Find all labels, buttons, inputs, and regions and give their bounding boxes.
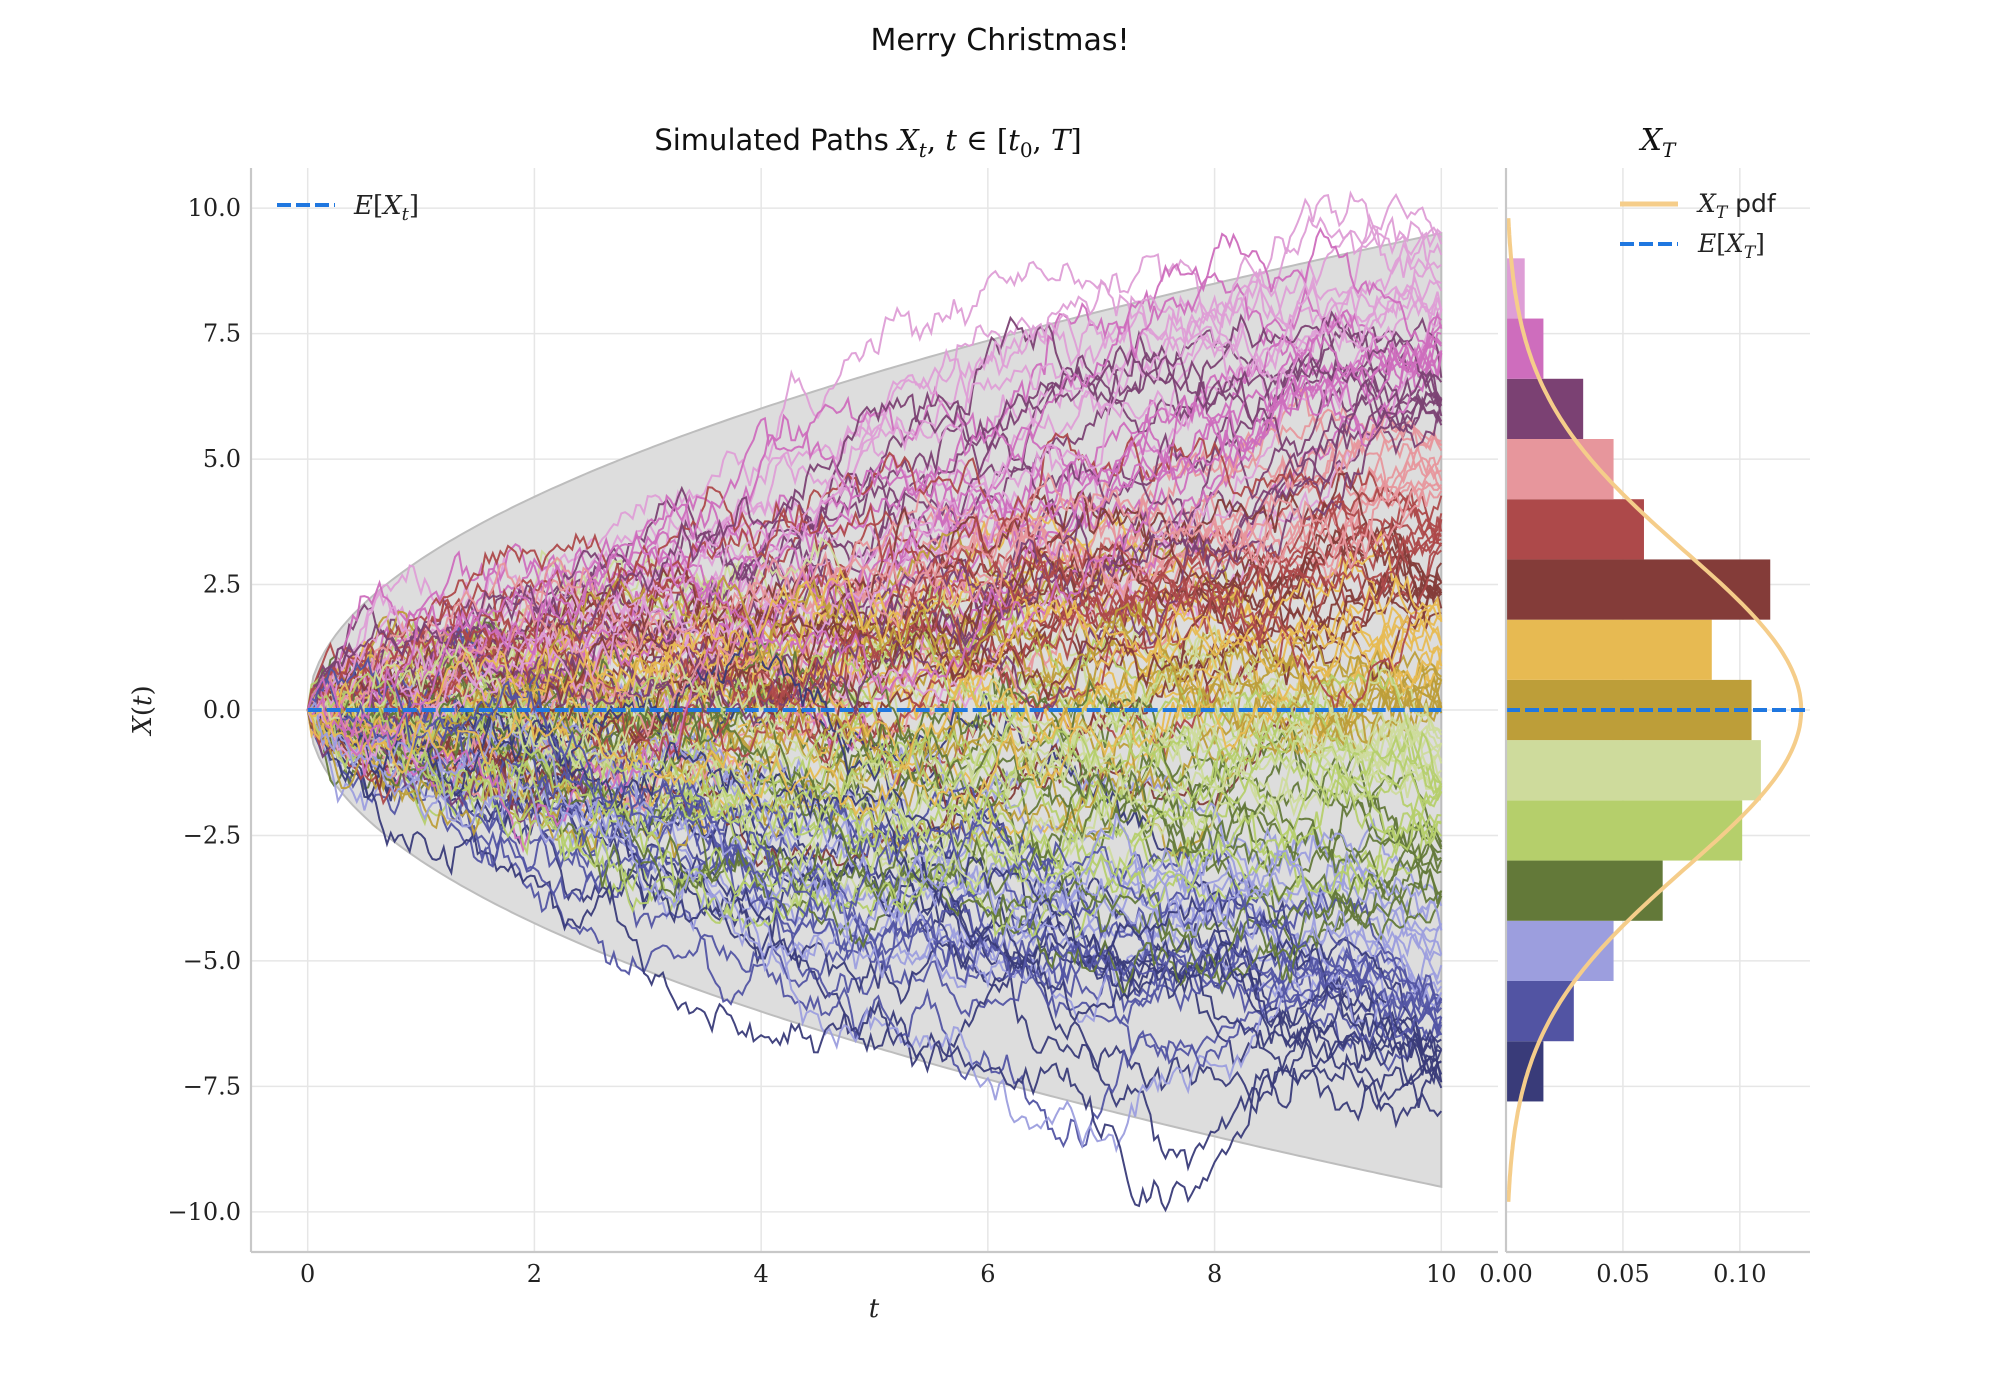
sample-path (306, 486, 1442, 747)
histogram-bar (1506, 1041, 1544, 1102)
sample-path (307, 489, 1443, 739)
legend-mean-label: E[Xt] (353, 191, 419, 225)
sample-path (307, 471, 1443, 743)
histogram-bar (1506, 740, 1761, 801)
paths-y-tick-label: 5.0 (203, 445, 241, 473)
paths-x-tick-label: 2 (527, 1260, 542, 1288)
sample-path (306, 655, 1443, 1036)
sample-path (307, 705, 1443, 1213)
sample-path (307, 702, 1443, 1075)
paths-y-tick-label: −7.5 (183, 1072, 241, 1100)
paths-y-tick-label: 10.0 (188, 194, 241, 222)
paths-y-label: X(t) (128, 685, 158, 736)
paths-panel: 0 2 4 6 8 10 −10.0 −7.5 −5.0 −2.5 0.0 2.5 5.0 7.5 10.… (128, 123, 1498, 1324)
legend-terminal-mean-label: E[XT] (1697, 229, 1765, 263)
terminal-panel: 0.00 0.05 0.10 XT XT pdf E[XT] (1479, 123, 1810, 1288)
paths-y-tick-label: 7.5 (203, 320, 241, 348)
terminal-x-ticks: 0.00 0.05 0.10 (1479, 1260, 1766, 1288)
sample-path (307, 390, 1443, 757)
legend-pdf-label: XT pdf (1696, 189, 1777, 223)
sample-path (306, 642, 1442, 875)
sample-path (306, 676, 1443, 1014)
paths-title: Simulated Paths Xt, t ∈ [t0, T] (654, 123, 1081, 162)
sample-path (306, 536, 1442, 776)
paths-y-tick-label: 0.0 (203, 696, 241, 724)
sample-path (307, 640, 1442, 887)
histogram-bar (1506, 981, 1574, 1042)
sample-path (306, 345, 1442, 711)
sample-path (307, 625, 1443, 1089)
paths-x-tick-label: 8 (1207, 1260, 1222, 1288)
histogram-bar (1506, 318, 1544, 379)
terminal-histogram-bars (1506, 258, 1771, 1102)
paths-x-label: t (869, 1294, 880, 1324)
sample-path (307, 254, 1443, 767)
paths-x-tick-label: 4 (753, 1260, 768, 1288)
terminal-x-tick-label: 0.05 (1596, 1260, 1649, 1288)
sample-path (307, 262, 1443, 711)
sample-path (306, 662, 1443, 997)
figure-suptitle: Merry Christmas! (870, 23, 1129, 58)
histogram-bar (1506, 920, 1614, 981)
terminal-title: XT (1639, 123, 1677, 162)
sample-paths-layer (306, 190, 1443, 1213)
sample-path (306, 275, 1442, 727)
sample-path (306, 451, 1443, 729)
sample-path (306, 337, 1443, 854)
histogram-bar (1506, 559, 1771, 620)
sample-path (307, 698, 1442, 940)
sample-path (307, 567, 1443, 757)
sample-path (307, 694, 1443, 1149)
paths-y-tick-label: −5.0 (183, 947, 241, 975)
sample-path (306, 226, 1442, 757)
histogram-bar (1506, 499, 1644, 560)
paths-y-ticks: −10.0 −7.5 −5.0 −2.5 0.0 2.5 5.0 7.5 10.0 (167, 194, 241, 1226)
sample-path (307, 671, 1443, 951)
paths-y-tick-label: −10.0 (167, 1198, 241, 1226)
paths-x-tick-label: 0 (300, 1260, 315, 1288)
terminal-legend: XT pdf E[XT] (1620, 189, 1777, 263)
paths-x-tick-label: 10 (1426, 1260, 1457, 1288)
sample-path (307, 699, 1443, 1008)
sample-path (306, 684, 1443, 955)
terminal-x-tick-label: 0.10 (1713, 1260, 1766, 1288)
histogram-bar (1506, 439, 1614, 500)
sample-path (306, 253, 1443, 711)
histogram-bar (1506, 619, 1712, 680)
sample-path (306, 323, 1443, 745)
sample-path (307, 351, 1443, 825)
sample-path (306, 623, 1443, 1028)
paths-y-tick-label: 2.5 (203, 571, 241, 599)
sample-path (306, 704, 1442, 1122)
paths-legend: E[Xt] (277, 191, 419, 225)
sample-path (306, 573, 1442, 818)
paths-y-tick-label: −2.5 (183, 821, 241, 849)
paths-x-tick-label: 6 (980, 1260, 995, 1288)
sample-path (307, 491, 1443, 765)
terminal-x-tick-label: 0.00 (1479, 1260, 1532, 1288)
paths-x-ticks: 0 2 4 6 8 10 (300, 1260, 1457, 1288)
sample-path (306, 644, 1442, 859)
